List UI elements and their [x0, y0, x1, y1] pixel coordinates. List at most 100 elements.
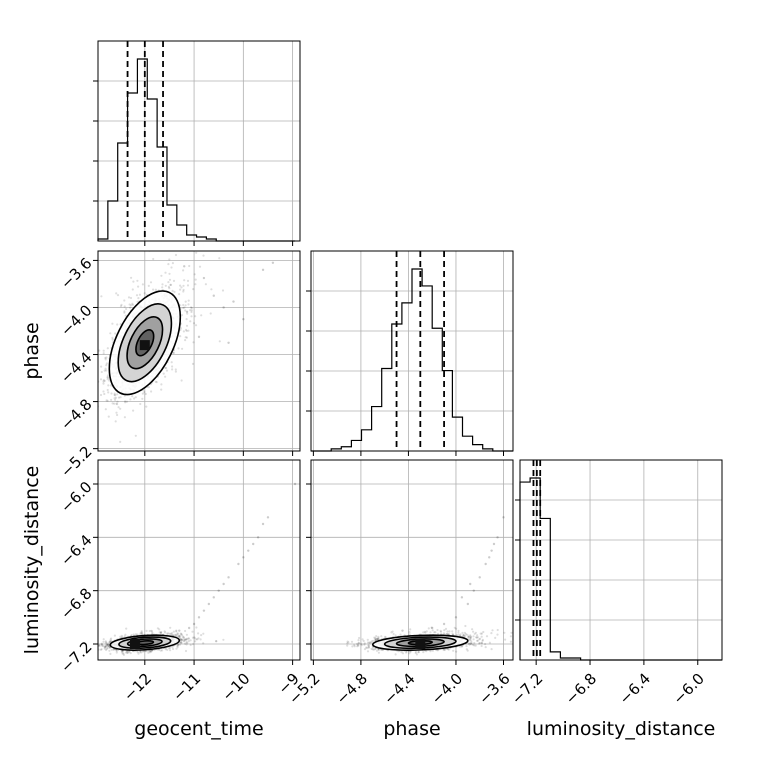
sample-point	[164, 648, 167, 651]
sample-point	[161, 286, 164, 289]
sample-point	[187, 640, 190, 643]
sample-point	[494, 636, 497, 640]
sample-point	[116, 413, 119, 417]
sample-point	[164, 631, 167, 634]
sample-point	[185, 329, 188, 332]
sample-point	[190, 309, 193, 312]
sample-point	[150, 390, 153, 393]
sample-point	[130, 276, 133, 279]
sample-point	[109, 332, 112, 335]
sample-point	[169, 649, 172, 652]
sample-point	[227, 341, 230, 344]
sample-point	[177, 644, 180, 647]
sample-point	[409, 650, 412, 654]
sample-point	[136, 651, 139, 654]
sample-point	[124, 314, 127, 317]
sample-point	[461, 631, 464, 635]
sample-point	[103, 645, 107, 649]
sample-point	[164, 366, 167, 369]
sample-point	[182, 330, 185, 333]
sample-point	[132, 409, 135, 412]
sample-point	[261, 522, 265, 526]
sample-point	[127, 296, 131, 299]
sample-point	[104, 644, 107, 647]
sample-point	[125, 307, 128, 311]
sample-point	[405, 651, 408, 654]
sample-point	[180, 633, 183, 637]
sample-point	[119, 407, 122, 410]
sample-point	[377, 648, 380, 651]
sample-point	[143, 292, 146, 295]
sample-point	[368, 641, 371, 644]
sample-point	[199, 638, 202, 641]
sample-point	[469, 637, 472, 640]
sample-point	[194, 283, 197, 286]
sample-point	[143, 390, 146, 394]
sample-point	[98, 644, 101, 647]
sample-point	[119, 396, 122, 399]
sample-point	[158, 628, 161, 631]
sample-point	[164, 375, 167, 378]
sample-point	[475, 636, 478, 639]
sample-point	[100, 642, 103, 645]
sample-point	[187, 637, 191, 640]
sample-point	[171, 262, 174, 265]
sample-point	[171, 368, 174, 371]
sample-point	[217, 589, 220, 592]
sample-point	[104, 367, 107, 370]
sample-point	[116, 393, 119, 396]
sample-point	[129, 304, 133, 307]
sample-point	[408, 631, 411, 634]
sample-point	[139, 631, 142, 635]
sample-point	[113, 397, 116, 400]
sample-point	[362, 639, 365, 643]
sample-point	[103, 647, 106, 650]
sample-point	[183, 306, 186, 309]
sample-point	[176, 645, 179, 648]
sample-point	[105, 399, 108, 402]
sample-point	[122, 652, 125, 655]
sample-point	[194, 315, 197, 318]
sample-point	[181, 635, 184, 638]
sample-point	[141, 283, 144, 286]
sample-point	[212, 294, 215, 297]
sample-point	[124, 400, 127, 403]
sample-point	[183, 640, 186, 643]
sample-point	[193, 273, 196, 276]
sample-point	[108, 646, 111, 649]
sample-point	[108, 649, 111, 652]
sample-point	[222, 306, 225, 309]
sample-point	[105, 647, 108, 650]
sample-point	[367, 644, 370, 647]
sample-point	[185, 633, 188, 636]
sample-point	[237, 562, 240, 566]
sample-point	[482, 630, 485, 634]
sample-point	[113, 393, 116, 396]
sample-point	[106, 388, 109, 392]
sample-point	[99, 378, 103, 381]
sample-point	[102, 390, 105, 393]
sample-point	[366, 638, 369, 641]
sample-point	[134, 396, 137, 399]
sample-point	[177, 347, 180, 350]
sample-point	[476, 634, 479, 637]
sample-point	[149, 281, 153, 284]
sample-point	[377, 635, 380, 638]
sample-point	[180, 638, 183, 641]
sample-point	[176, 633, 179, 636]
sample-point	[471, 628, 474, 631]
sample-point	[470, 640, 473, 643]
sample-point	[179, 641, 182, 644]
sample-point	[168, 272, 171, 275]
sample-point	[164, 284, 167, 287]
sample-point	[376, 637, 379, 640]
sample-point	[189, 320, 192, 323]
sample-point	[105, 643, 108, 646]
sample-point	[105, 356, 108, 359]
sample-point	[160, 630, 163, 634]
sample-point	[182, 636, 185, 639]
sample-point	[443, 648, 446, 652]
sample-point	[209, 312, 212, 315]
sample-point	[174, 253, 178, 257]
sample-point	[366, 650, 370, 653]
